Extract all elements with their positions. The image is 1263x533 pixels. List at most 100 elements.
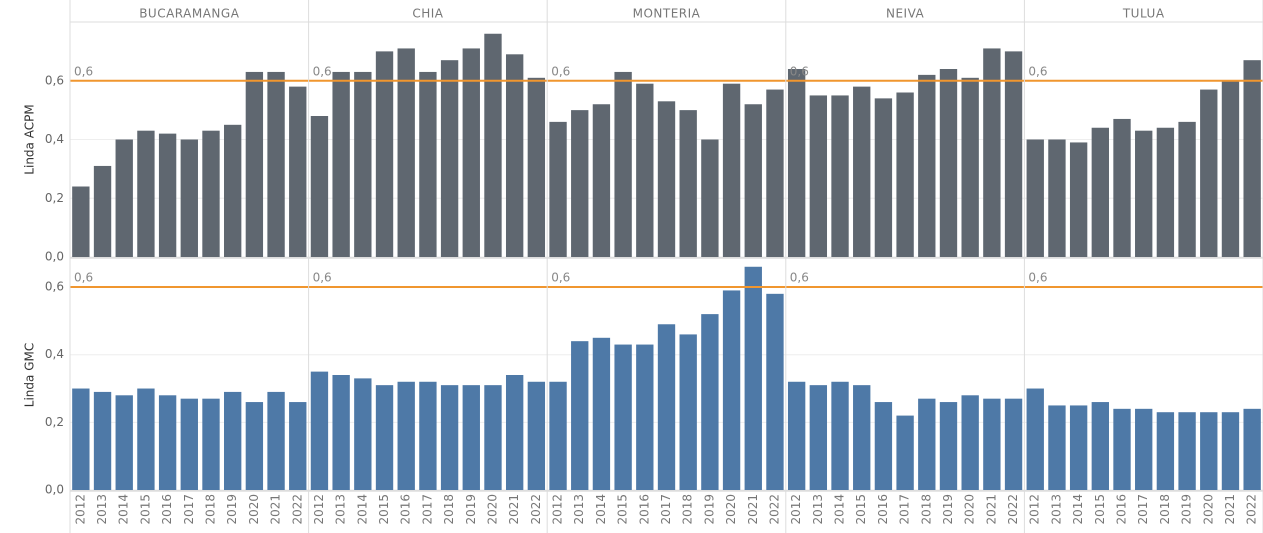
- x-tick-label: 2012: [1028, 494, 1042, 525]
- bar: [809, 95, 828, 257]
- bar: [1113, 408, 1131, 490]
- bar: [310, 116, 329, 257]
- x-tick-label: 2016: [399, 494, 413, 525]
- x-tick-label: 2018: [442, 494, 456, 525]
- bar: [527, 381, 546, 490]
- y-axis-label: Linda ACPM: [23, 104, 37, 174]
- bar: [1200, 412, 1218, 490]
- bar: [289, 402, 307, 490]
- x-tick-label: 2016: [160, 494, 174, 525]
- x-tick-label: 2015: [138, 494, 152, 525]
- y-tick-label: 0,6: [45, 280, 64, 294]
- x-tick-label: 2014: [1071, 494, 1085, 525]
- bar: [397, 48, 415, 257]
- bar: [1178, 121, 1196, 257]
- x-tick-label: 2022: [1006, 494, 1020, 525]
- x-tick-label: 2022: [1245, 494, 1259, 525]
- bar: [1200, 89, 1218, 257]
- bar: [1243, 408, 1261, 490]
- bar: [571, 110, 589, 257]
- bar: [137, 130, 155, 257]
- bar: [397, 381, 415, 490]
- x-tick-label: 2017: [420, 494, 434, 525]
- bar: [701, 314, 719, 490]
- bar: [505, 54, 524, 257]
- bar: [93, 391, 112, 490]
- bar: [115, 395, 133, 490]
- column-header: MONTERIA: [633, 7, 701, 21]
- bar: [614, 344, 632, 490]
- bar: [440, 60, 459, 257]
- x-tick-label: 2019: [464, 494, 478, 525]
- bar: [1004, 398, 1023, 490]
- x-tick-label: 2019: [941, 494, 955, 525]
- bar: [158, 133, 177, 257]
- bar: [354, 71, 372, 257]
- bar: [657, 101, 676, 257]
- bar: [571, 341, 589, 490]
- bar: [939, 69, 958, 257]
- x-tick-label: 2022: [290, 494, 304, 525]
- bar: [267, 391, 285, 490]
- x-tick-label: 2019: [1180, 494, 1194, 525]
- reference-label: 0,6: [313, 64, 332, 78]
- column-header: BUCARAMANGA: [139, 7, 240, 21]
- x-tick-label: 2015: [854, 494, 868, 525]
- x-tick-label: 2014: [594, 494, 608, 525]
- bar: [853, 385, 871, 490]
- bar: [245, 402, 264, 490]
- bar: [527, 77, 546, 257]
- bar: [961, 395, 979, 490]
- bar: [896, 415, 914, 490]
- x-tick-label: 2017: [659, 494, 673, 525]
- column-header: NEIVA: [886, 7, 925, 21]
- x-tick-label: 2015: [616, 494, 630, 525]
- bar: [592, 104, 611, 257]
- bar: [766, 293, 784, 490]
- bar: [787, 381, 806, 490]
- x-tick-label: 2013: [572, 494, 586, 525]
- bar: [1069, 405, 1088, 490]
- bar: [484, 33, 502, 257]
- bar: [874, 98, 893, 257]
- x-tick-label: 2013: [811, 494, 825, 525]
- bar: [224, 124, 242, 257]
- bar: [896, 92, 914, 257]
- x-tick-label: 2022: [767, 494, 781, 525]
- bar: [484, 385, 502, 490]
- bar: [354, 378, 372, 490]
- x-tick-label: 2017: [898, 494, 912, 525]
- bar: [679, 110, 697, 257]
- bar: [549, 121, 567, 257]
- column-header: CHIA: [412, 7, 443, 21]
- bar: [744, 104, 762, 257]
- bar: [440, 385, 459, 490]
- y-axis-label: Linda GMC: [23, 343, 37, 407]
- bar: [1069, 142, 1088, 257]
- bar: [115, 139, 133, 257]
- bar: [809, 385, 828, 490]
- bar: [1156, 127, 1175, 257]
- bar: [853, 86, 871, 257]
- bar: [72, 388, 90, 490]
- x-tick-label: 2019: [225, 494, 239, 525]
- reference-label: 0,6: [1028, 64, 1047, 78]
- y-tick-label: 0,2: [45, 415, 64, 429]
- x-tick-label: 2021: [507, 494, 521, 525]
- bar: [1221, 80, 1240, 257]
- bar: [679, 334, 697, 490]
- reference-label: 0,6: [790, 64, 809, 78]
- x-tick-label: 2021: [1223, 494, 1237, 525]
- reference-label: 0,6: [551, 271, 570, 285]
- x-tick-label: 2012: [551, 494, 565, 525]
- y-tick-label: 0,4: [45, 347, 64, 361]
- bar: [722, 290, 741, 490]
- y-tick-label: 0,0: [45, 250, 64, 264]
- bar: [961, 77, 979, 257]
- bar: [462, 385, 480, 490]
- bar: [1091, 127, 1109, 257]
- bar: [289, 86, 307, 257]
- x-tick-label: 2017: [1136, 494, 1150, 525]
- bar: [1135, 130, 1153, 257]
